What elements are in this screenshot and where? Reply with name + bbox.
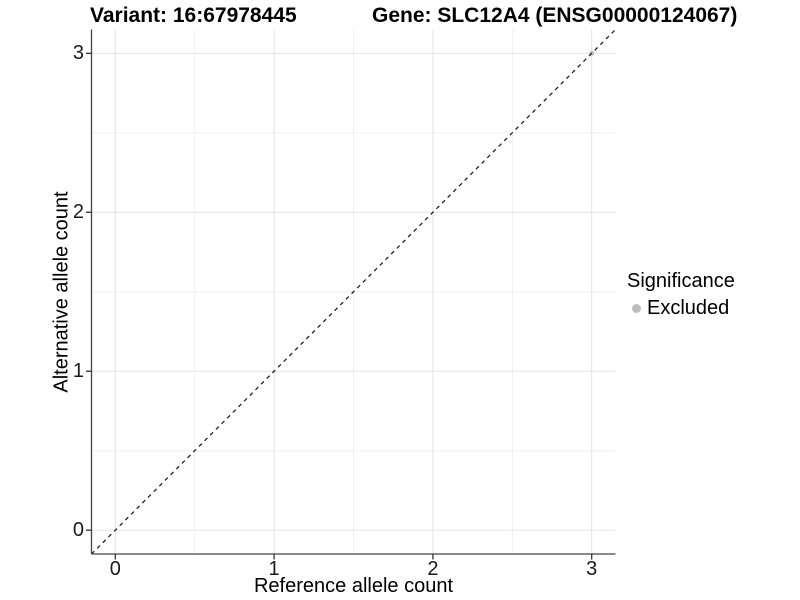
- legend-point-icon: [632, 304, 641, 313]
- x-tick-label: 3: [586, 558, 598, 580]
- legend: Significance Excluded: [627, 270, 735, 320]
- x-tick-label: 0: [109, 558, 121, 580]
- variant-title: Variant: 16:67978445: [90, 4, 297, 27]
- y-tick-label: 2: [72, 201, 84, 224]
- legend-item: Excluded: [627, 297, 735, 320]
- y-tick-label: 1: [72, 360, 84, 383]
- legend-title: Significance: [627, 270, 735, 292]
- y-tick-label: 3: [72, 42, 84, 65]
- legend-items: Excluded: [627, 297, 735, 320]
- x-tick-label: 2: [427, 558, 439, 580]
- y-tick-label: 0: [72, 519, 84, 542]
- x-axis-title: Reference allele count: [253, 575, 453, 597]
- x-tick-label: 1: [268, 558, 280, 580]
- legend-item-label: Excluded: [647, 297, 730, 319]
- y-axis-title: Alternative allele count: [50, 191, 73, 393]
- identity-reference-line: [91, 29, 616, 555]
- gene-title: Gene: SLC12A4 (ENSG00000124067): [372, 4, 738, 27]
